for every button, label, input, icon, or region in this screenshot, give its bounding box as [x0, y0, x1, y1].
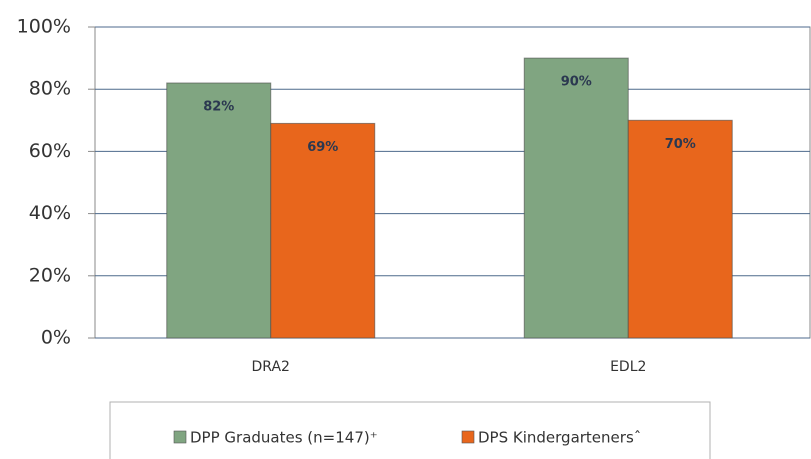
y-tick-label: 40% [29, 202, 71, 224]
value-label: 70% [665, 137, 696, 152]
value-label: 69% [307, 140, 338, 155]
bar [627, 119, 733, 339]
y-tick-label: 100% [17, 16, 71, 38]
legend-label: DPP Graduates (n=147)⁺ [190, 429, 378, 447]
bar [270, 122, 376, 339]
y-tick-label: 0% [41, 327, 71, 349]
value-label: 82% [203, 99, 234, 114]
x-tick-label: DRA2 [252, 359, 290, 375]
y-tick-label: 20% [29, 264, 71, 286]
y-tick-label: 60% [29, 140, 71, 162]
y-tick-label: 80% [29, 78, 71, 100]
legend-box [109, 401, 711, 459]
legend-swatch [461, 430, 475, 444]
bar [523, 57, 629, 339]
value-label: 90% [561, 75, 592, 90]
legend-label: DPS Kindergartenersˆ [478, 429, 641, 447]
x-tick-label: EDL2 [610, 359, 646, 375]
bar [166, 82, 272, 339]
legend-swatch [173, 430, 187, 444]
